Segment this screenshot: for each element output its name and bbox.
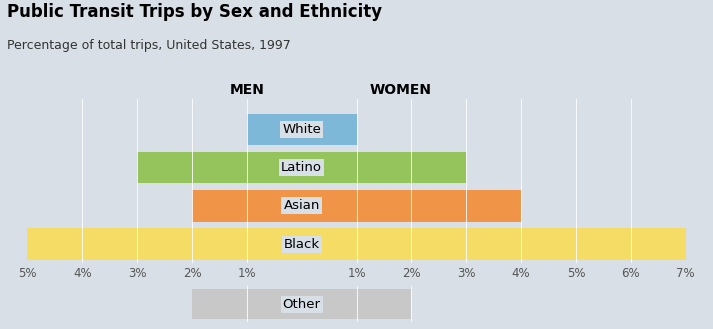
Text: Public Transit Trips by Sex and Ethnicity: Public Transit Trips by Sex and Ethnicit… [7, 3, 382, 21]
Text: Latino: Latino [281, 161, 322, 174]
Bar [27, 228, 302, 260]
Text: Percentage of total trips, United States, 1997: Percentage of total trips, United States… [7, 39, 291, 53]
Text: WOMEN: WOMEN [369, 83, 431, 97]
Text: Asian: Asian [284, 199, 320, 212]
Bar [137, 152, 302, 183]
Bar [192, 190, 302, 221]
Text: MEN: MEN [230, 83, 265, 97]
Bar [302, 114, 356, 145]
Bar [192, 290, 302, 319]
Text: White: White [282, 123, 321, 136]
Bar [302, 290, 411, 319]
Text: Black: Black [284, 238, 319, 251]
Bar [247, 114, 302, 145]
Bar [302, 190, 521, 221]
Bar [302, 228, 686, 260]
Text: Other: Other [282, 298, 321, 311]
Bar [302, 152, 466, 183]
